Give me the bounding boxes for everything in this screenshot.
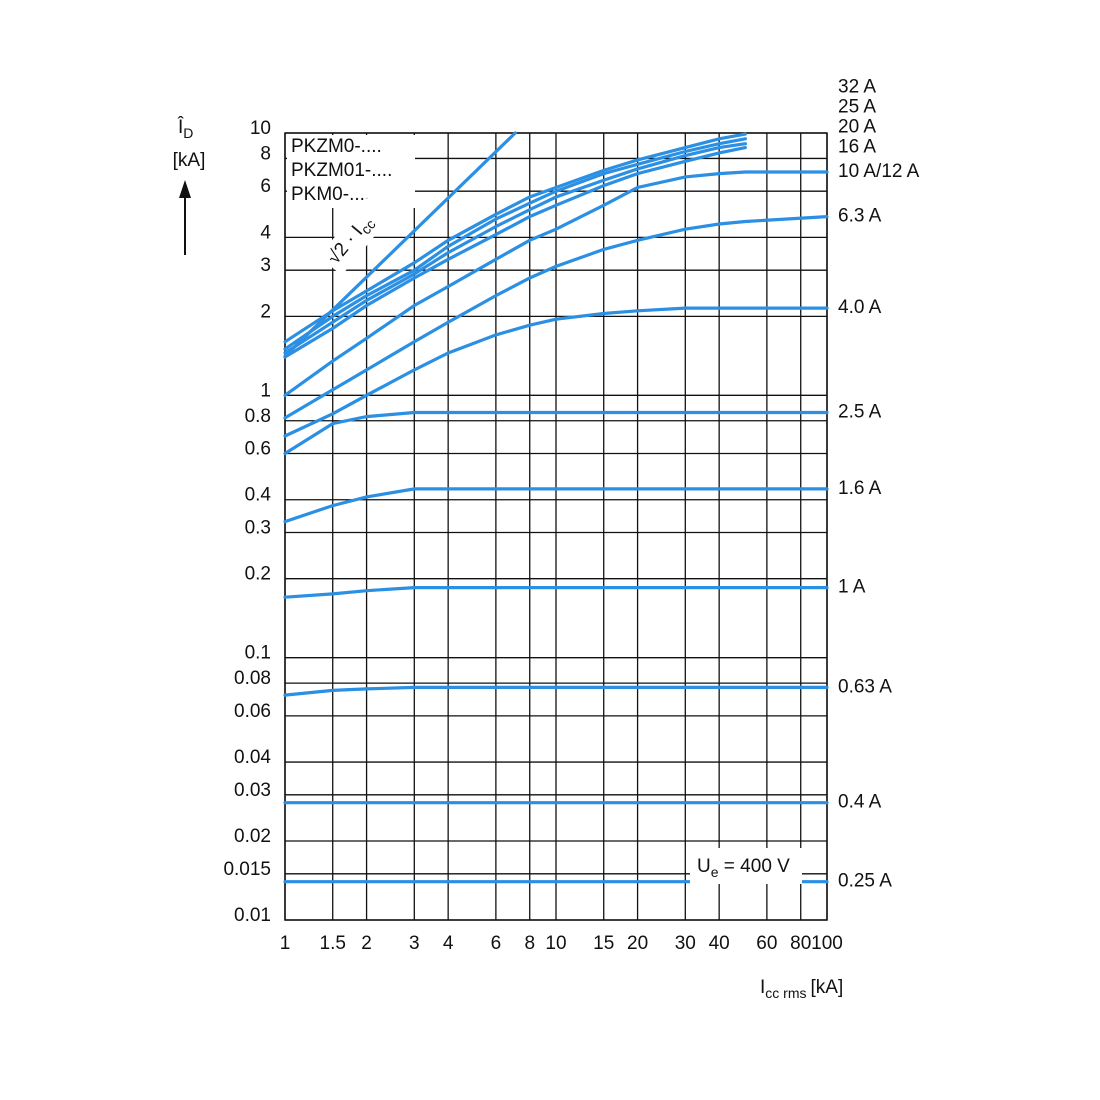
y-tick-label: 0.3 [245,518,271,539]
device-label: PKZM0-.... [291,136,382,157]
y-tick-label: 1 [260,380,271,401]
voltage-main: U [697,856,711,877]
series-label: 0.4 A [838,792,882,813]
y-axis-unit: [kA] [173,150,206,171]
y-tick-label: 0.8 [245,406,271,427]
x-axis-label: Icc rms [kA] [760,977,843,1001]
y-arrowhead [179,180,191,198]
y-tick-label: 0.2 [245,564,271,585]
curves [283,131,829,884]
y-tick-label: 0.04 [234,747,271,768]
series-label: 1.6 A [838,478,882,499]
x-tick-label: 20 [627,933,648,954]
series-line [283,487,829,524]
x-label-sub: cc rms [765,985,806,1001]
reference-label-bg [318,196,392,276]
y-tick-label: 0.06 [234,701,271,722]
x-tick-label: 10 [545,933,566,954]
x-tick-label: 2 [361,933,372,954]
series-line [283,137,747,351]
x-tick-label: 60 [756,933,777,954]
series-label: 10 A/12 A [838,161,920,182]
voltage-box [690,848,802,884]
series-label: 6.3 A [838,206,882,227]
y-tick-label: 0.08 [234,668,271,689]
voltage-rest: = 400 V [719,856,791,877]
x-tick-label: 40 [709,933,730,954]
y-tick-label: 2 [260,301,271,322]
device-box [287,135,415,208]
plot-frame [284,132,828,921]
voltage-sub: e [711,864,719,880]
voltage-label: Ue = 400 V [697,856,790,880]
series-label: 0.25 A [838,871,892,892]
x-tick-label: 100 [811,933,843,954]
y-axis-label: ÎD [177,116,193,141]
y-tick-label: 8 [260,143,271,164]
y-tick-label: 0.03 [234,780,271,801]
device-label: PKM0-.... [291,184,370,205]
series-line [283,146,747,359]
series-label: 4.0 A [838,297,882,318]
series-line [283,142,747,355]
x-tick-label: 30 [675,933,696,954]
x-tick-label: 1 [280,933,291,954]
x-tick-label: 8 [524,933,535,954]
y-tick-label: 0.02 [234,826,271,847]
series-line [283,685,829,697]
y-tick-label: 6 [260,176,271,197]
series-line [283,170,829,397]
series-line [283,306,829,438]
y-tick-label: 10 [250,118,271,139]
x-tick-label: 3 [409,933,420,954]
y-tick-label: 3 [260,255,271,276]
series-label: 25 A [838,97,876,118]
x-tick-label: 6 [491,933,502,954]
reference-line [283,131,517,358]
y-tick-label: 4 [260,222,271,243]
grid [284,132,828,921]
series-label: 1 A [838,577,866,598]
y-tick-label: 0.1 [245,643,271,664]
series-line [283,410,829,456]
y-tick-label: 0.01 [234,905,271,926]
series-line [283,132,747,344]
device-label: PKZM01-.... [291,160,392,181]
y-label-main: Î [177,116,184,138]
y-label-sub: D [183,125,193,141]
y-tick-label: 0.6 [245,439,271,460]
series-label: 20 A [838,117,876,138]
series-line [283,215,829,420]
series-label: 0.63 A [838,676,892,697]
x-tick-label: 15 [593,933,614,954]
x-label-main: I [760,977,765,998]
series-label: 32 A [838,77,876,98]
series-label: 16 A [838,137,876,158]
y-tick-label: 0.015 [223,859,271,880]
x-tick-label: 4 [443,933,454,954]
series-label: 2.5 A [838,402,882,423]
series-line [283,586,829,599]
x-tick-label: 1.5 [320,933,346,954]
x-label-unit: [kA] [811,977,844,998]
x-tick-label: 80 [790,933,811,954]
y-tick-label: 0.4 [245,485,272,506]
